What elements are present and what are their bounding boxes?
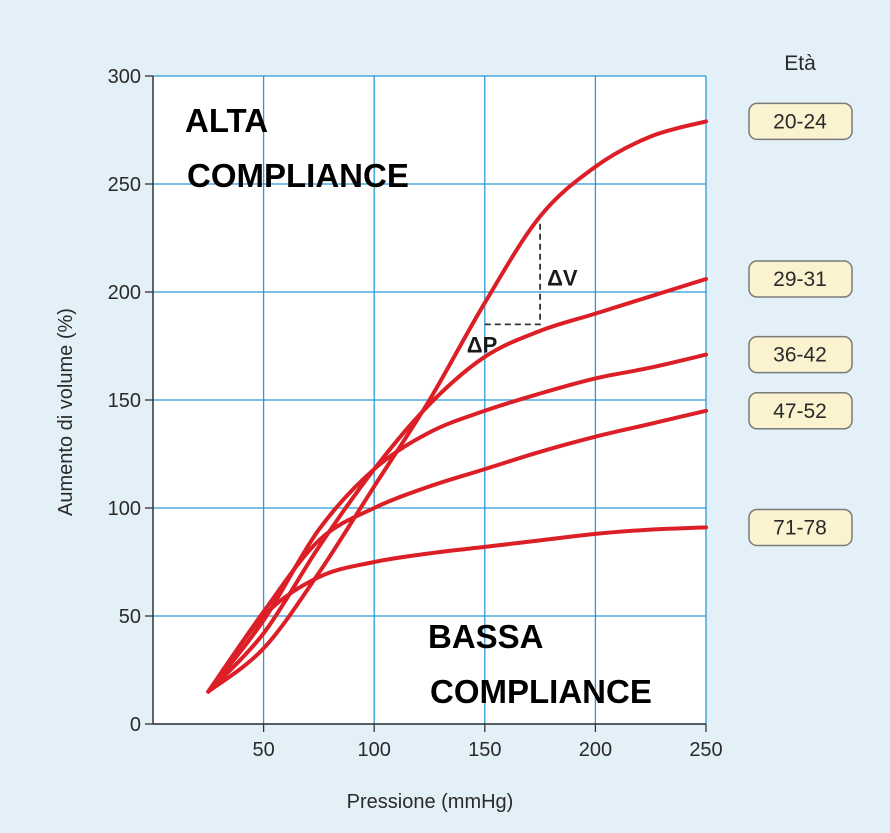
x-tick-label: 100	[358, 739, 391, 761]
legend-box-20-24	[748, 102, 853, 141]
legend-label-47-52: 47-52	[773, 400, 827, 423]
legend: 20-24 29-31 36-42 47-52 71-78	[748, 102, 853, 547]
series-line-71-78	[206, 525, 708, 694]
high-compliance-label-line1: ALTA	[185, 102, 268, 139]
legend-box-71-78	[748, 508, 853, 547]
y-tick-label: 0	[130, 714, 141, 736]
legend-box-36-42	[748, 335, 853, 374]
legend-label-36-42: 36-42	[773, 344, 827, 367]
series-line-36-42	[206, 352, 708, 694]
legend-label-71-78: 71-78	[773, 516, 827, 539]
high-compliance-label-line2: COMPLIANCE	[187, 157, 409, 194]
x-tick-label: 50	[252, 739, 274, 761]
legend-label-29-31: 29-31	[773, 268, 827, 291]
series-line-29-31	[206, 277, 708, 694]
y-tick-label: 100	[108, 498, 141, 520]
y-tick-label: 50	[119, 606, 141, 628]
y-tick-label: 250	[108, 174, 141, 196]
x-tick-label: 150	[468, 739, 501, 761]
x-tick-labels: 50 100 150 200 250	[252, 724, 723, 761]
low-compliance-label-line1: BASSA	[428, 618, 544, 655]
x-tick-label: 200	[579, 739, 612, 761]
y-tick-label: 300	[108, 66, 141, 88]
delta-annotation: ΔV ΔP	[467, 222, 578, 357]
x-axis-label: Pressione (mmHg)	[347, 791, 514, 813]
series-line-20-24	[206, 119, 708, 694]
y-axis-label: Aumento di volume (%)	[55, 308, 77, 516]
x-tick-label: 250	[689, 739, 722, 761]
legend-label-20-24: 20-24	[773, 110, 827, 133]
delta-v-label: ΔV	[547, 266, 578, 291]
y-tick-label: 150	[108, 390, 141, 412]
legend-box-47-52	[748, 392, 853, 430]
grid-lines	[153, 75, 707, 725]
series-line-47-52	[206, 408, 708, 694]
y-tick-labels: 0 50 100 150 200 250 300	[108, 66, 153, 736]
y-tick-label: 200	[108, 282, 141, 304]
legend-box-29-31	[748, 260, 853, 298]
delta-dashed-lines	[484, 222, 541, 326]
low-compliance-label-line2: COMPLIANCE	[430, 673, 652, 710]
delta-p-label: ΔP	[467, 332, 498, 357]
legend-title: Età	[784, 52, 816, 75]
series-curves	[206, 119, 708, 694]
